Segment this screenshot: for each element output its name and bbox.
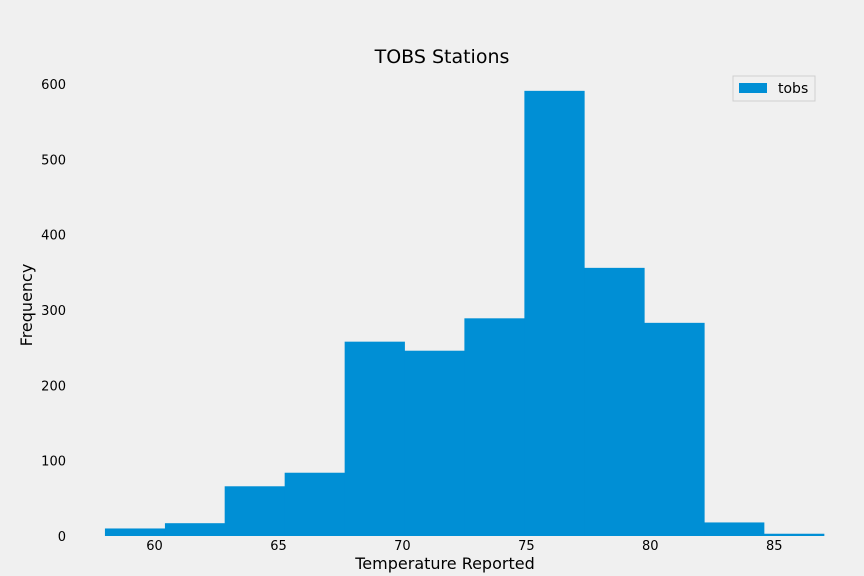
y-axis-label: Frequency [17,264,36,347]
histogram-bar [164,523,226,536]
y-tick-label: 100 [41,455,66,470]
histogram-bar [644,322,705,536]
histogram-bar [224,486,286,536]
histogram-bar [404,350,465,536]
histogram-bar [704,522,765,536]
histogram-bar [763,533,825,536]
histogram-bar [344,341,405,536]
y-tick-label: 400 [41,229,66,244]
histogram-bar [524,90,585,536]
bars-group [104,90,825,536]
y-tick-labels: 0 100 200 300 400 500 600 [41,78,66,545]
x-axis-label: Temperature Reported [354,554,534,573]
x-tick-label: 70 [394,539,411,554]
y-tick-label: 0 [58,530,66,545]
histogram-bar [584,267,645,536]
x-tick-label: 65 [270,539,287,554]
y-tick-label: 500 [41,153,66,168]
y-tick-label: 300 [41,304,66,319]
y-tick-label: 600 [41,78,66,93]
histogram-bar [104,528,166,536]
histogram-bar [284,472,346,536]
legend-swatch-tobs [739,83,767,93]
x-tick-label: 85 [766,539,783,554]
histogram-bar [464,318,525,536]
legend: tobs [732,75,816,102]
x-tick-label: 75 [518,539,535,554]
chart-title: TOBS Stations [374,46,510,68]
legend-label-tobs: tobs [778,81,808,97]
x-tick-label: 60 [146,539,163,554]
y-tick-label: 200 [41,379,66,394]
x-tick-labels: 60 65 70 75 80 85 [146,539,782,554]
x-tick-label: 80 [642,539,659,554]
